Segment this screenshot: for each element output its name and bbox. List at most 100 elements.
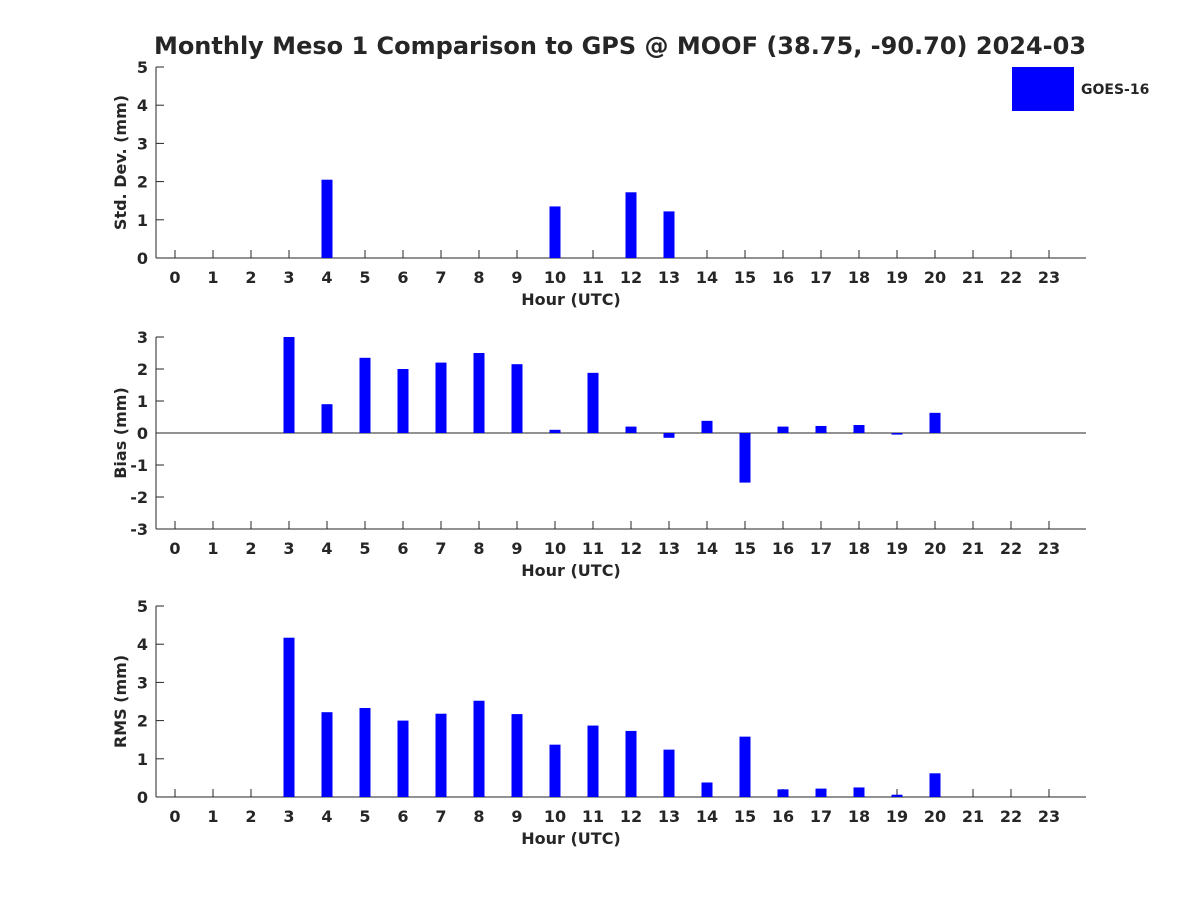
x-tick-label: 15 — [734, 807, 756, 826]
y-tick-label: 2 — [137, 173, 148, 192]
x-tick-label: 8 — [473, 539, 484, 558]
x-tick-label: 23 — [1038, 268, 1060, 287]
y-tick-label: 3 — [137, 134, 148, 153]
x-tick-label: 23 — [1038, 539, 1060, 558]
y-tick-label: 4 — [137, 635, 148, 654]
x-tick-label: 17 — [810, 539, 832, 558]
x-tick-label: 5 — [359, 807, 370, 826]
x-tick-label: 9 — [511, 539, 522, 558]
bar-hour-12 — [625, 192, 637, 258]
bar-hour-3 — [283, 337, 295, 433]
y-axis-label: Bias (mm) — [111, 387, 130, 479]
x-tick-label: 7 — [435, 539, 446, 558]
y-tick-label: 0 — [137, 424, 148, 443]
x-tick-label: 16 — [772, 268, 794, 287]
x-tick-label: 1 — [207, 268, 218, 287]
x-tick-label: 14 — [696, 268, 718, 287]
x-axis-label: Hour (UTC) — [521, 561, 621, 580]
x-axis-label: Hour (UTC) — [521, 290, 621, 309]
x-tick-label: 21 — [962, 268, 984, 287]
x-tick-label: 9 — [511, 268, 522, 287]
x-tick-label: 16 — [772, 807, 794, 826]
x-tick-label: 19 — [886, 268, 908, 287]
x-tick-label: 3 — [283, 807, 294, 826]
x-tick-label: 11 — [582, 268, 604, 287]
bar-hour-9 — [511, 364, 523, 433]
bar-hour-13 — [663, 211, 675, 258]
x-tick-label: 4 — [321, 539, 332, 558]
bar-hour-7 — [435, 362, 447, 433]
x-tick-label: 20 — [924, 268, 946, 287]
x-tick-label: 15 — [734, 539, 756, 558]
bar-hour-18 — [853, 425, 865, 433]
x-tick-label: 10 — [544, 807, 566, 826]
y-tick-label: -1 — [130, 456, 148, 475]
x-tick-label: 22 — [1000, 539, 1022, 558]
x-tick-label: 11 — [582, 807, 604, 826]
bar-hour-19 — [891, 794, 903, 797]
y-tick-label: -2 — [130, 488, 148, 507]
bar-hour-13 — [663, 433, 675, 438]
x-tick-label: 12 — [620, 268, 642, 287]
bar-hour-10 — [549, 744, 561, 797]
x-tick-label: 18 — [848, 807, 870, 826]
x-tick-label: 6 — [397, 807, 408, 826]
x-tick-label: 7 — [435, 807, 446, 826]
bar-hour-19 — [891, 433, 903, 435]
bar-hour-6 — [397, 720, 409, 797]
bar-hour-14 — [701, 420, 713, 433]
x-tick-label: 5 — [359, 268, 370, 287]
bar-hour-20 — [929, 412, 941, 433]
x-tick-label: 14 — [696, 807, 718, 826]
y-tick-label: 1 — [137, 750, 148, 769]
bar-hour-4 — [321, 404, 333, 433]
x-tick-label: 22 — [1000, 268, 1022, 287]
x-axis-label: Hour (UTC) — [521, 829, 621, 848]
x-tick-label: 14 — [696, 539, 718, 558]
bar-hour-5 — [359, 357, 371, 433]
bar-hour-6 — [397, 369, 409, 433]
y-tick-label: 3 — [137, 673, 148, 692]
x-tick-label: 9 — [511, 807, 522, 826]
x-tick-label: 2 — [245, 268, 256, 287]
x-tick-label: 0 — [169, 539, 180, 558]
y-axis-label: Std. Dev. (mm) — [111, 95, 130, 230]
chart-title: Monthly Meso 1 Comparison to GPS @ MOOF … — [154, 32, 1086, 60]
x-tick-label: 0 — [169, 268, 180, 287]
bar-hour-16 — [777, 789, 789, 797]
y-tick-label: 2 — [137, 360, 148, 379]
x-tick-label: 12 — [620, 539, 642, 558]
legend: GOES-16 — [1012, 67, 1149, 111]
bar-hour-14 — [701, 782, 713, 797]
bar-hour-8 — [473, 353, 485, 433]
bar-hour-12 — [625, 426, 637, 433]
bar-hour-15 — [739, 433, 751, 483]
bar-hour-17 — [815, 788, 827, 797]
bar-hour-5 — [359, 707, 371, 797]
bar-hour-4 — [321, 712, 333, 797]
y-tick-label: 1 — [137, 211, 148, 230]
bar-hour-9 — [511, 714, 523, 797]
y-tick-label: 5 — [137, 58, 148, 77]
bar-hour-20 — [929, 773, 941, 797]
x-tick-label: 4 — [321, 807, 332, 826]
bar-hour-4 — [321, 179, 333, 258]
bar-hour-17 — [815, 425, 827, 433]
x-tick-label: 21 — [962, 539, 984, 558]
x-tick-label: 18 — [848, 539, 870, 558]
x-tick-label: 6 — [397, 268, 408, 287]
y-tick-label: 3 — [137, 328, 148, 347]
bar-hour-10 — [549, 206, 561, 258]
x-tick-label: 19 — [886, 807, 908, 826]
x-tick-label: 13 — [658, 539, 680, 558]
x-tick-label: 21 — [962, 807, 984, 826]
bar-hour-13 — [663, 749, 675, 797]
bar-hour-18 — [853, 787, 865, 797]
x-tick-label: 13 — [658, 807, 680, 826]
x-tick-label: 3 — [283, 539, 294, 558]
x-tick-label: 19 — [886, 539, 908, 558]
x-tick-label: 12 — [620, 807, 642, 826]
